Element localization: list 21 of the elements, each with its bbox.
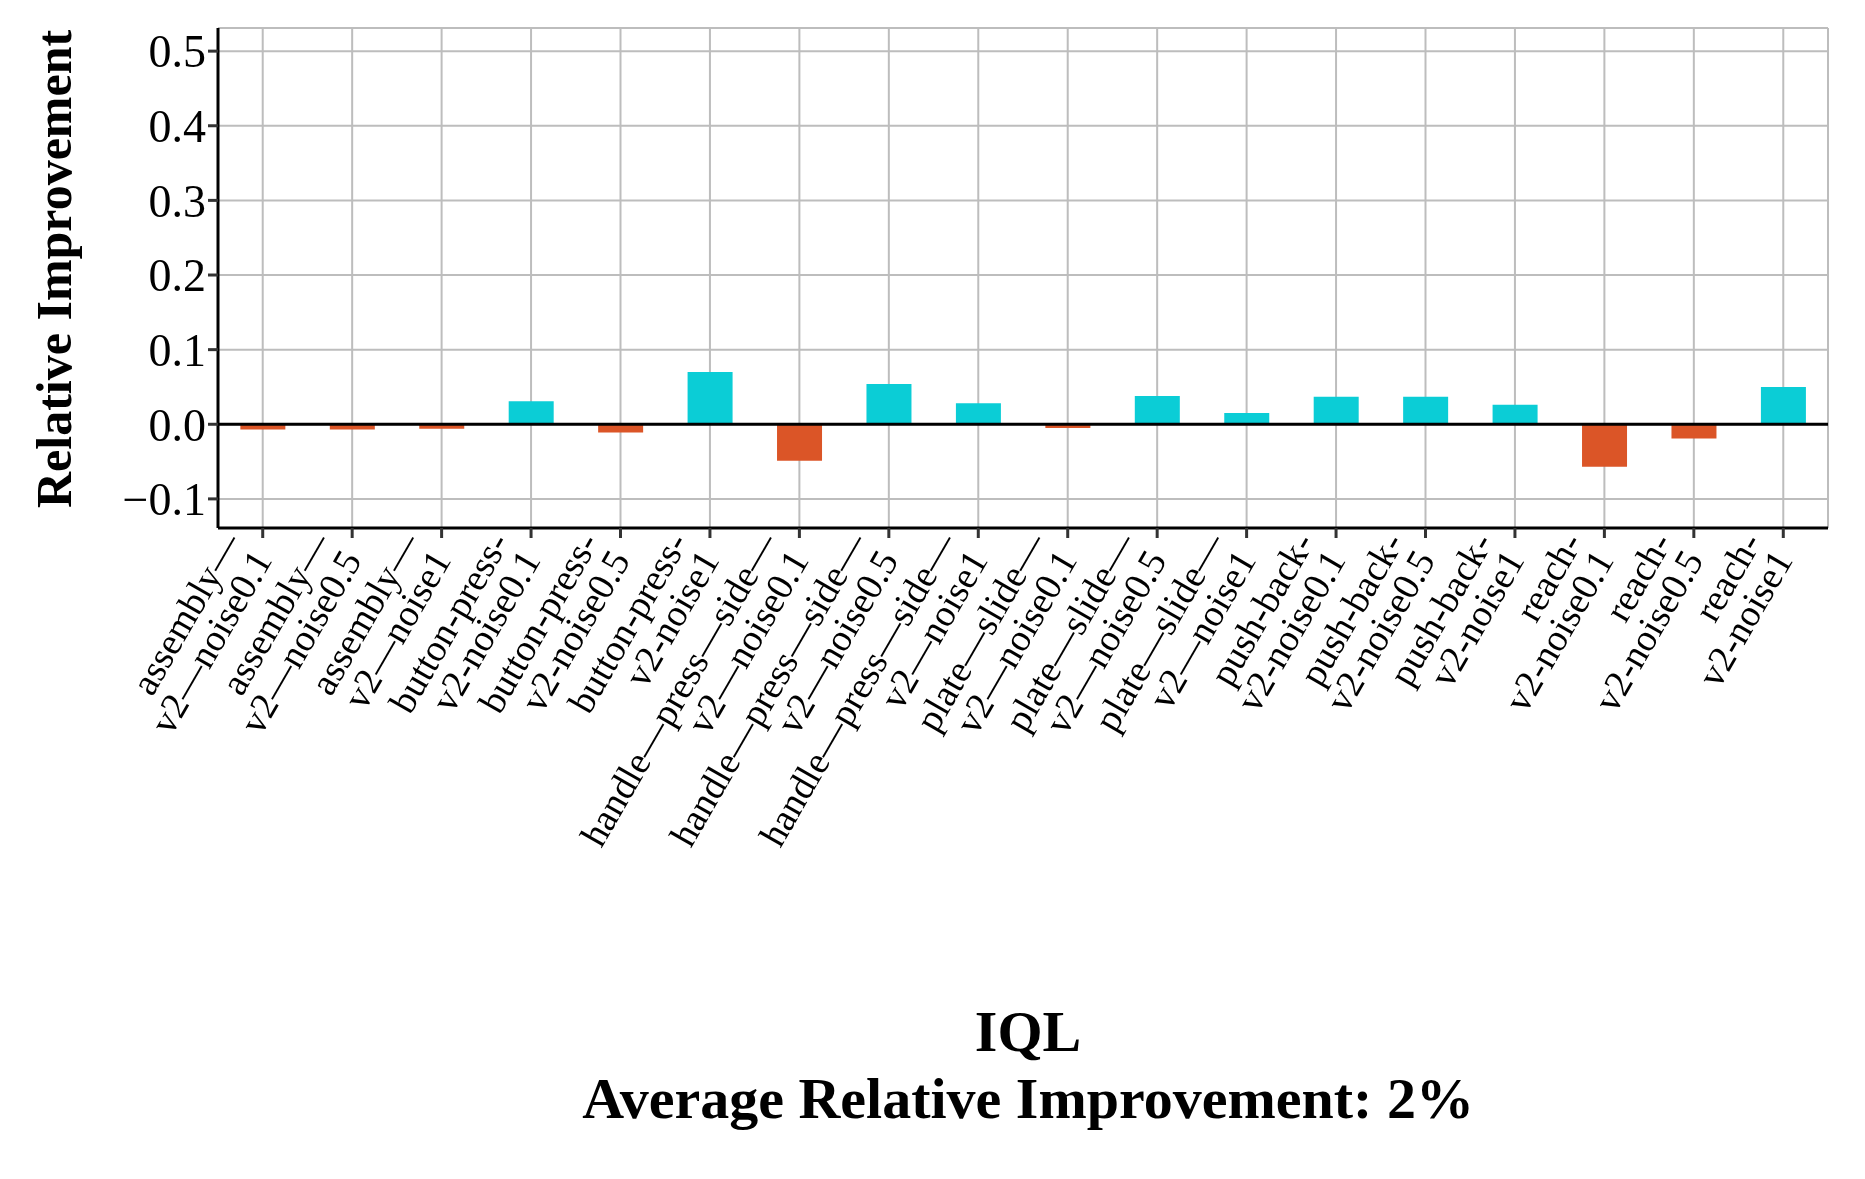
y-tick-label: 0.0 <box>148 399 206 451</box>
bar <box>866 383 912 425</box>
bar <box>777 424 823 461</box>
bar <box>1492 404 1538 425</box>
y-tick-label: −0.1 <box>122 474 206 526</box>
y-tick-label: 0.5 <box>148 26 206 78</box>
x-axis-title: IQL <box>973 998 1083 1065</box>
y-tick-label: 0.2 <box>148 250 206 302</box>
bar <box>1582 424 1628 467</box>
y-axis-title: Relative Improvement <box>25 29 82 508</box>
y-tick-label: 0.4 <box>148 101 206 153</box>
text: Average Relative Improvement: 2% <box>581 1065 1475 1132</box>
bar <box>508 401 554 425</box>
bar <box>1403 396 1449 425</box>
bar <box>1760 386 1806 425</box>
bar <box>1134 395 1180 425</box>
y-tick-label: 0.3 <box>148 175 206 227</box>
bar <box>955 403 1001 425</box>
y-tick-label: 0.1 <box>148 324 206 376</box>
bar <box>687 372 733 425</box>
bar <box>1313 396 1359 425</box>
